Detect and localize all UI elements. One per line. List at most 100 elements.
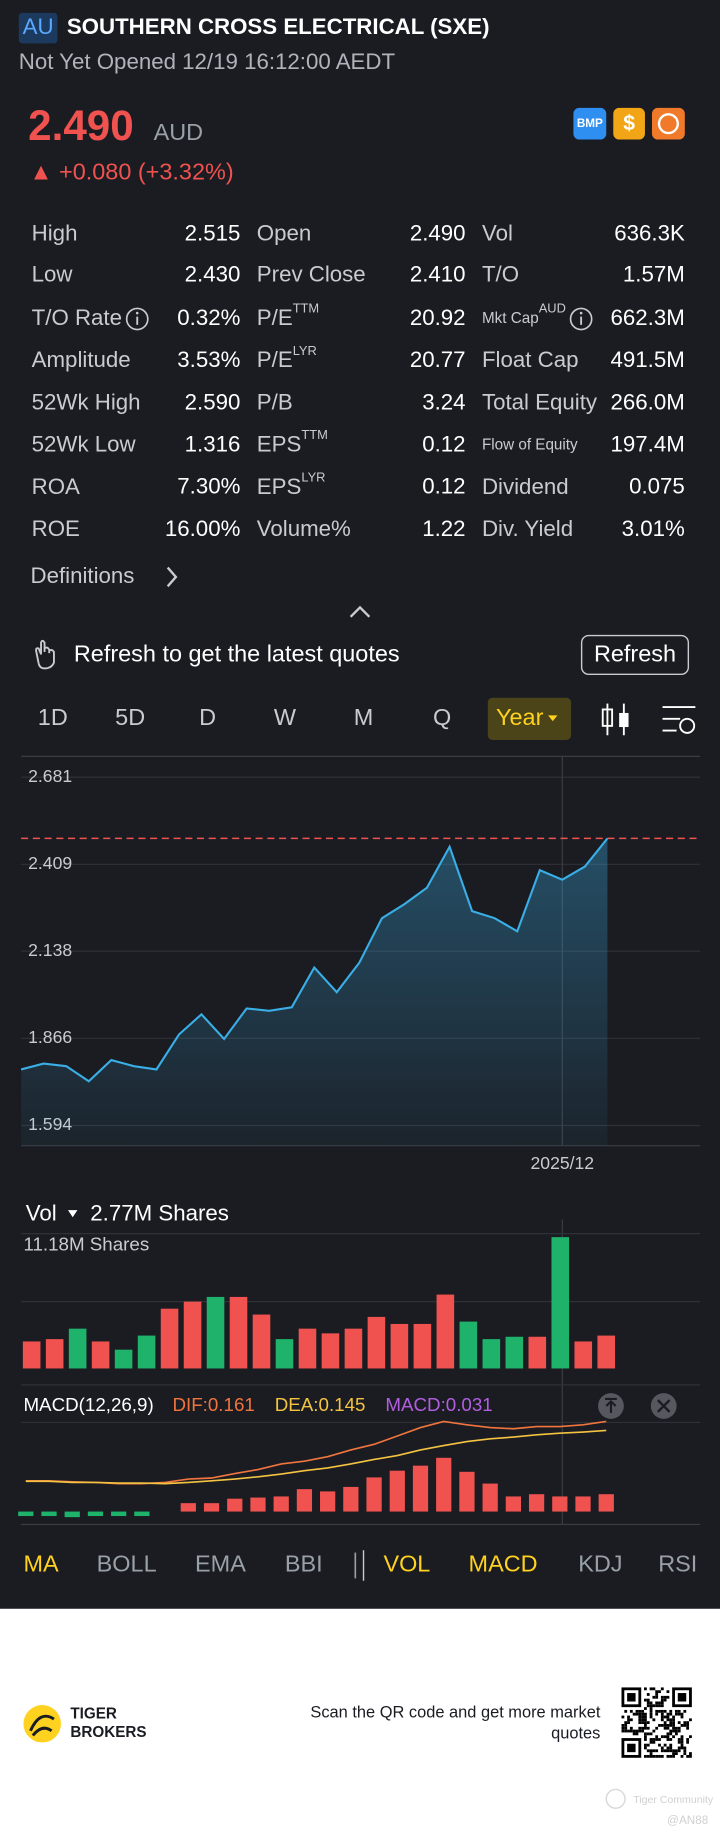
- qr-module: [672, 1729, 675, 1733]
- qr-module: [635, 1732, 639, 1736]
- collapse-chevron[interactable]: [349, 605, 371, 618]
- qr-module: [646, 1754, 650, 1758]
- bmp-icon[interactable]: [573, 107, 607, 140]
- period-tab[interactable]: D: [199, 704, 216, 730]
- qr-module: [629, 1709, 633, 1713]
- stat-value: 636.3K: [614, 220, 685, 245]
- qr-module: [663, 1726, 667, 1730]
- period-tab[interactable]: Year: [496, 704, 544, 730]
- indicator-tab[interactable]: BBI: [285, 1551, 323, 1577]
- qr-module: [638, 1712, 642, 1716]
- qr-module: [689, 1754, 692, 1758]
- qr-module: [638, 1726, 642, 1730]
- stat-label-text: 52Wk High: [32, 389, 141, 414]
- qr-module: [658, 1724, 661, 1727]
- qr-module: [638, 1718, 642, 1722]
- period-tab[interactable]: M: [354, 704, 374, 730]
- indicator-tab[interactable]: KDJ: [578, 1551, 622, 1577]
- qr-module: [663, 1724, 667, 1727]
- stat-label: ROE: [32, 516, 80, 541]
- options-icon-glyph: [657, 113, 679, 135]
- qr-module: [652, 1729, 656, 1733]
- qr-module: [666, 1718, 670, 1722]
- dollar-icon[interactable]: [613, 107, 645, 140]
- info-icon[interactable]: [125, 307, 149, 331]
- qr-module: [683, 1724, 687, 1727]
- volume-bar: [321, 1333, 340, 1369]
- qr-module: [660, 1724, 664, 1727]
- settings-icon[interactable]: [662, 706, 696, 734]
- qr-module: [683, 1749, 687, 1753]
- volume-bar: [574, 1341, 593, 1369]
- macd-title: MACD(12,26,9): [23, 1394, 153, 1415]
- stat-value: 1.316: [185, 431, 241, 456]
- period-tab[interactable]: W: [274, 704, 297, 730]
- volume-bar: [206, 1296, 225, 1369]
- qr-module: [638, 1721, 642, 1725]
- volume-bar: [183, 1301, 202, 1369]
- refresh-button[interactable]: [580, 634, 690, 675]
- qr-module: [666, 1712, 670, 1716]
- scan-text: Scan the QR code and get more market: [310, 1704, 600, 1722]
- qr-module: [644, 1735, 647, 1739]
- stat-label-text: Dividend: [482, 474, 569, 499]
- qr-module: [627, 1729, 630, 1733]
- options-icon[interactable]: [651, 107, 685, 140]
- stat-label-sup: LYR: [293, 343, 317, 358]
- indicator-tab[interactable]: EMA: [195, 1551, 246, 1577]
- qr-module: [649, 1754, 653, 1758]
- qr-module: [660, 1704, 664, 1708]
- qr-module: [666, 1735, 670, 1739]
- stat-label-text: P/B: [257, 389, 293, 414]
- macd-bar: [111, 1511, 127, 1517]
- currency: AUD: [154, 119, 203, 145]
- qr-module: [658, 1704, 661, 1708]
- y-tick-label: 1.866: [28, 1027, 72, 1047]
- period-tab[interactable]: Q: [433, 704, 451, 730]
- qr-module: [660, 1695, 664, 1699]
- qr-module: [644, 1712, 647, 1716]
- qr-module: [686, 1721, 690, 1725]
- qr-module: [655, 1690, 659, 1694]
- stat-label: Prev Close: [257, 261, 366, 286]
- stat-label: T/O: [482, 261, 519, 286]
- macd-bar: [18, 1511, 34, 1517]
- stat-value: 7.30%: [177, 474, 240, 499]
- indicator-tab[interactable]: RSI: [658, 1551, 697, 1577]
- watermark: Tiger Community: [633, 1794, 714, 1806]
- period-tab[interactable]: 5D: [115, 704, 145, 730]
- qr-module: [655, 1754, 659, 1758]
- volume-title[interactable]: Vol: [26, 1201, 57, 1226]
- qr-module: [669, 1724, 673, 1727]
- period-tab[interactable]: 1D: [38, 704, 68, 730]
- candle-icon-body: [601, 708, 614, 727]
- qr-module: [666, 1738, 670, 1741]
- qr-module: [655, 1738, 659, 1741]
- hand-icon: [35, 639, 55, 670]
- qr-module: [666, 1754, 670, 1758]
- qr-module: [680, 1738, 684, 1741]
- macd-bar: [180, 1503, 196, 1512]
- stat-value: 20.92: [410, 305, 466, 330]
- stat-label-text: EPS: [257, 474, 302, 499]
- qr-module: [674, 1712, 678, 1716]
- qr-module: [635, 1712, 639, 1716]
- candle-icon[interactable]: [601, 703, 629, 736]
- qr-module: [669, 1729, 673, 1733]
- volume-bar: [22, 1341, 41, 1369]
- qr-module: [624, 1724, 628, 1727]
- qr-module: [663, 1715, 667, 1719]
- qr-module: [632, 1712, 636, 1716]
- qr-module: [649, 1712, 653, 1716]
- indicator-tab[interactable]: MACD: [469, 1551, 538, 1577]
- period-tabs: 1D 5D D W M Q Year: [38, 697, 572, 740]
- info-icon[interactable]: [569, 307, 593, 331]
- stat-label-text: T/O Rate: [32, 305, 122, 330]
- stat-label: P/ETTM: [257, 301, 319, 330]
- indicator-tab[interactable]: VOL: [383, 1551, 430, 1577]
- settings-icon-gear: [679, 717, 696, 734]
- indicator-tab[interactable]: MA: [23, 1551, 59, 1577]
- definitions-link[interactable]: Definitions: [30, 563, 134, 588]
- indicator-tab[interactable]: BOLL: [97, 1551, 157, 1577]
